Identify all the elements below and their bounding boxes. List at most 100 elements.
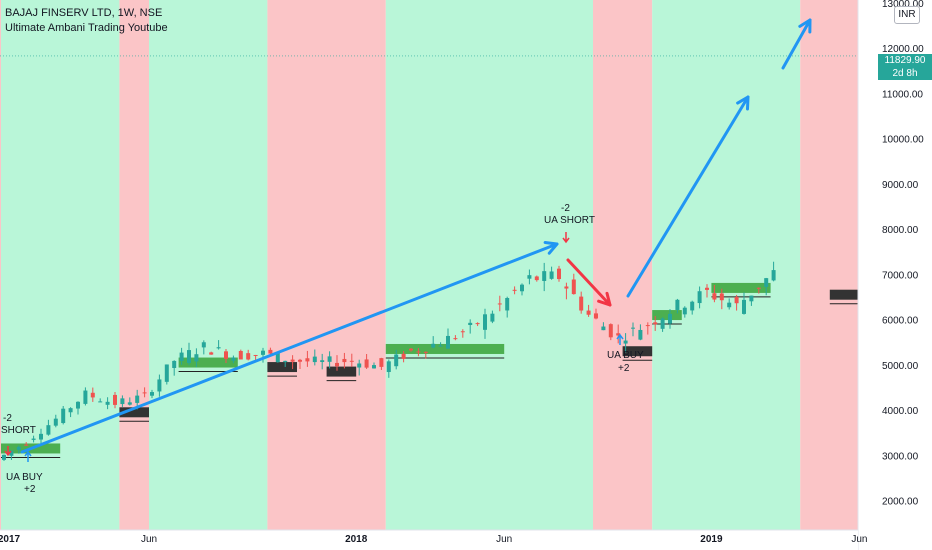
candle-98 xyxy=(727,302,732,308)
candle-44 xyxy=(327,356,332,362)
chart-title: BAJAJ FINSERV LTD, 1W, NSE xyxy=(5,7,163,19)
candle-20 xyxy=(150,392,154,396)
candle-33 xyxy=(246,353,251,360)
signal-level-1 xyxy=(119,407,149,418)
mid-short-marker xyxy=(562,232,570,244)
candle-96 xyxy=(712,293,717,300)
candle-100 xyxy=(742,299,746,314)
trend-zone-6 xyxy=(593,0,653,530)
candle-37 xyxy=(275,352,280,363)
candle-27 xyxy=(201,342,206,348)
candle-52 xyxy=(386,361,391,373)
y-tick-label-11: 13000.00 xyxy=(882,0,924,10)
trend-zone-4 xyxy=(267,0,386,530)
candle-65 xyxy=(483,314,487,330)
candle-104 xyxy=(771,270,776,281)
candle-77 xyxy=(571,279,576,295)
candle-30 xyxy=(224,351,228,359)
candle-14 xyxy=(105,401,110,405)
candle-61 xyxy=(453,338,458,340)
candle-79 xyxy=(586,310,591,315)
last-price-tag: 11829.90 2d 8h xyxy=(878,54,932,80)
candle-16 xyxy=(120,398,125,405)
candle-73 xyxy=(542,271,547,281)
y-tick-label-1: 3000.00 xyxy=(882,451,919,462)
candle-26 xyxy=(194,354,199,362)
candle-78 xyxy=(579,296,584,311)
candle-34 xyxy=(253,354,258,356)
left-buy-count: +2 xyxy=(24,484,36,495)
candlesticks xyxy=(2,261,776,461)
trend-arrow-1-head xyxy=(543,240,559,255)
y-tick-label-0: 2000.00 xyxy=(882,496,919,507)
candle-72 xyxy=(534,276,539,281)
candle-57 xyxy=(423,351,428,353)
mid-short-label: UA SHORT xyxy=(544,215,595,226)
mid-buy-count: +2 xyxy=(618,363,630,374)
candle-24 xyxy=(179,352,184,361)
mid-buy-label: UA BUY xyxy=(607,350,644,361)
candle-80 xyxy=(594,313,598,319)
candle-39 xyxy=(290,359,295,362)
candle-95 xyxy=(705,287,709,290)
candle-99 xyxy=(734,296,739,304)
trend-zone-8 xyxy=(800,0,858,530)
candle-12 xyxy=(90,392,95,398)
last-price: 11829.90 xyxy=(884,55,926,66)
candle-6 xyxy=(46,425,51,435)
trend-arrow-1 xyxy=(20,242,559,454)
candle-97 xyxy=(719,293,724,301)
candle-88 xyxy=(653,322,658,325)
candle-102 xyxy=(756,287,761,289)
candle-62 xyxy=(460,331,465,333)
signal-level-8 xyxy=(711,282,771,293)
candle-22 xyxy=(164,364,169,382)
currency-label[interactable]: INR xyxy=(894,6,920,24)
bar-countdown: 2d 8h xyxy=(892,68,918,79)
candle-45 xyxy=(335,362,339,367)
candle-87 xyxy=(645,325,650,327)
candle-54 xyxy=(401,353,406,359)
y-tick-label-4: 6000.00 xyxy=(882,316,919,327)
y-tick-label-9: 11000.00 xyxy=(882,89,923,100)
candle-59 xyxy=(438,345,443,347)
candle-83 xyxy=(616,333,621,336)
candle-29 xyxy=(216,347,221,349)
y-tick-label-6: 8000.00 xyxy=(882,225,919,236)
candle-36 xyxy=(268,349,273,354)
candle-91 xyxy=(675,299,680,310)
signal-level-2 xyxy=(178,357,238,368)
candle-7 xyxy=(53,418,58,426)
candle-60 xyxy=(446,335,450,349)
candle-67 xyxy=(497,303,502,305)
candle-23 xyxy=(172,360,177,368)
candle-32 xyxy=(238,350,243,360)
y-tick-label-10: 12000.00 xyxy=(882,44,924,55)
price-axis-bg xyxy=(858,0,932,550)
candle-9 xyxy=(68,408,73,413)
candle-68 xyxy=(505,298,510,311)
x-tick-label-0: 2017 xyxy=(0,534,21,545)
candle-19 xyxy=(142,392,147,394)
candle-90 xyxy=(668,313,672,324)
candle-11 xyxy=(83,390,88,404)
time-axis-bg xyxy=(0,530,858,550)
trend-arrow-3-head xyxy=(798,18,812,34)
candle-38 xyxy=(283,360,288,363)
candle-64 xyxy=(475,323,480,325)
candle-76 xyxy=(564,286,569,289)
left-short-count: -2 xyxy=(3,413,12,424)
trend-zone-1 xyxy=(1,0,120,530)
candle-41 xyxy=(305,358,310,362)
trend-zone-0 xyxy=(0,0,1,530)
candle-49 xyxy=(364,359,369,368)
crash-arrow xyxy=(566,258,612,307)
candle-69 xyxy=(512,289,517,291)
y-tick-label-8: 10000.00 xyxy=(882,135,924,146)
left-buy-marker xyxy=(24,450,32,462)
signal-level-6 xyxy=(622,346,653,357)
y-tick-label-7: 9000.00 xyxy=(882,180,919,191)
candle-0 xyxy=(2,454,6,460)
